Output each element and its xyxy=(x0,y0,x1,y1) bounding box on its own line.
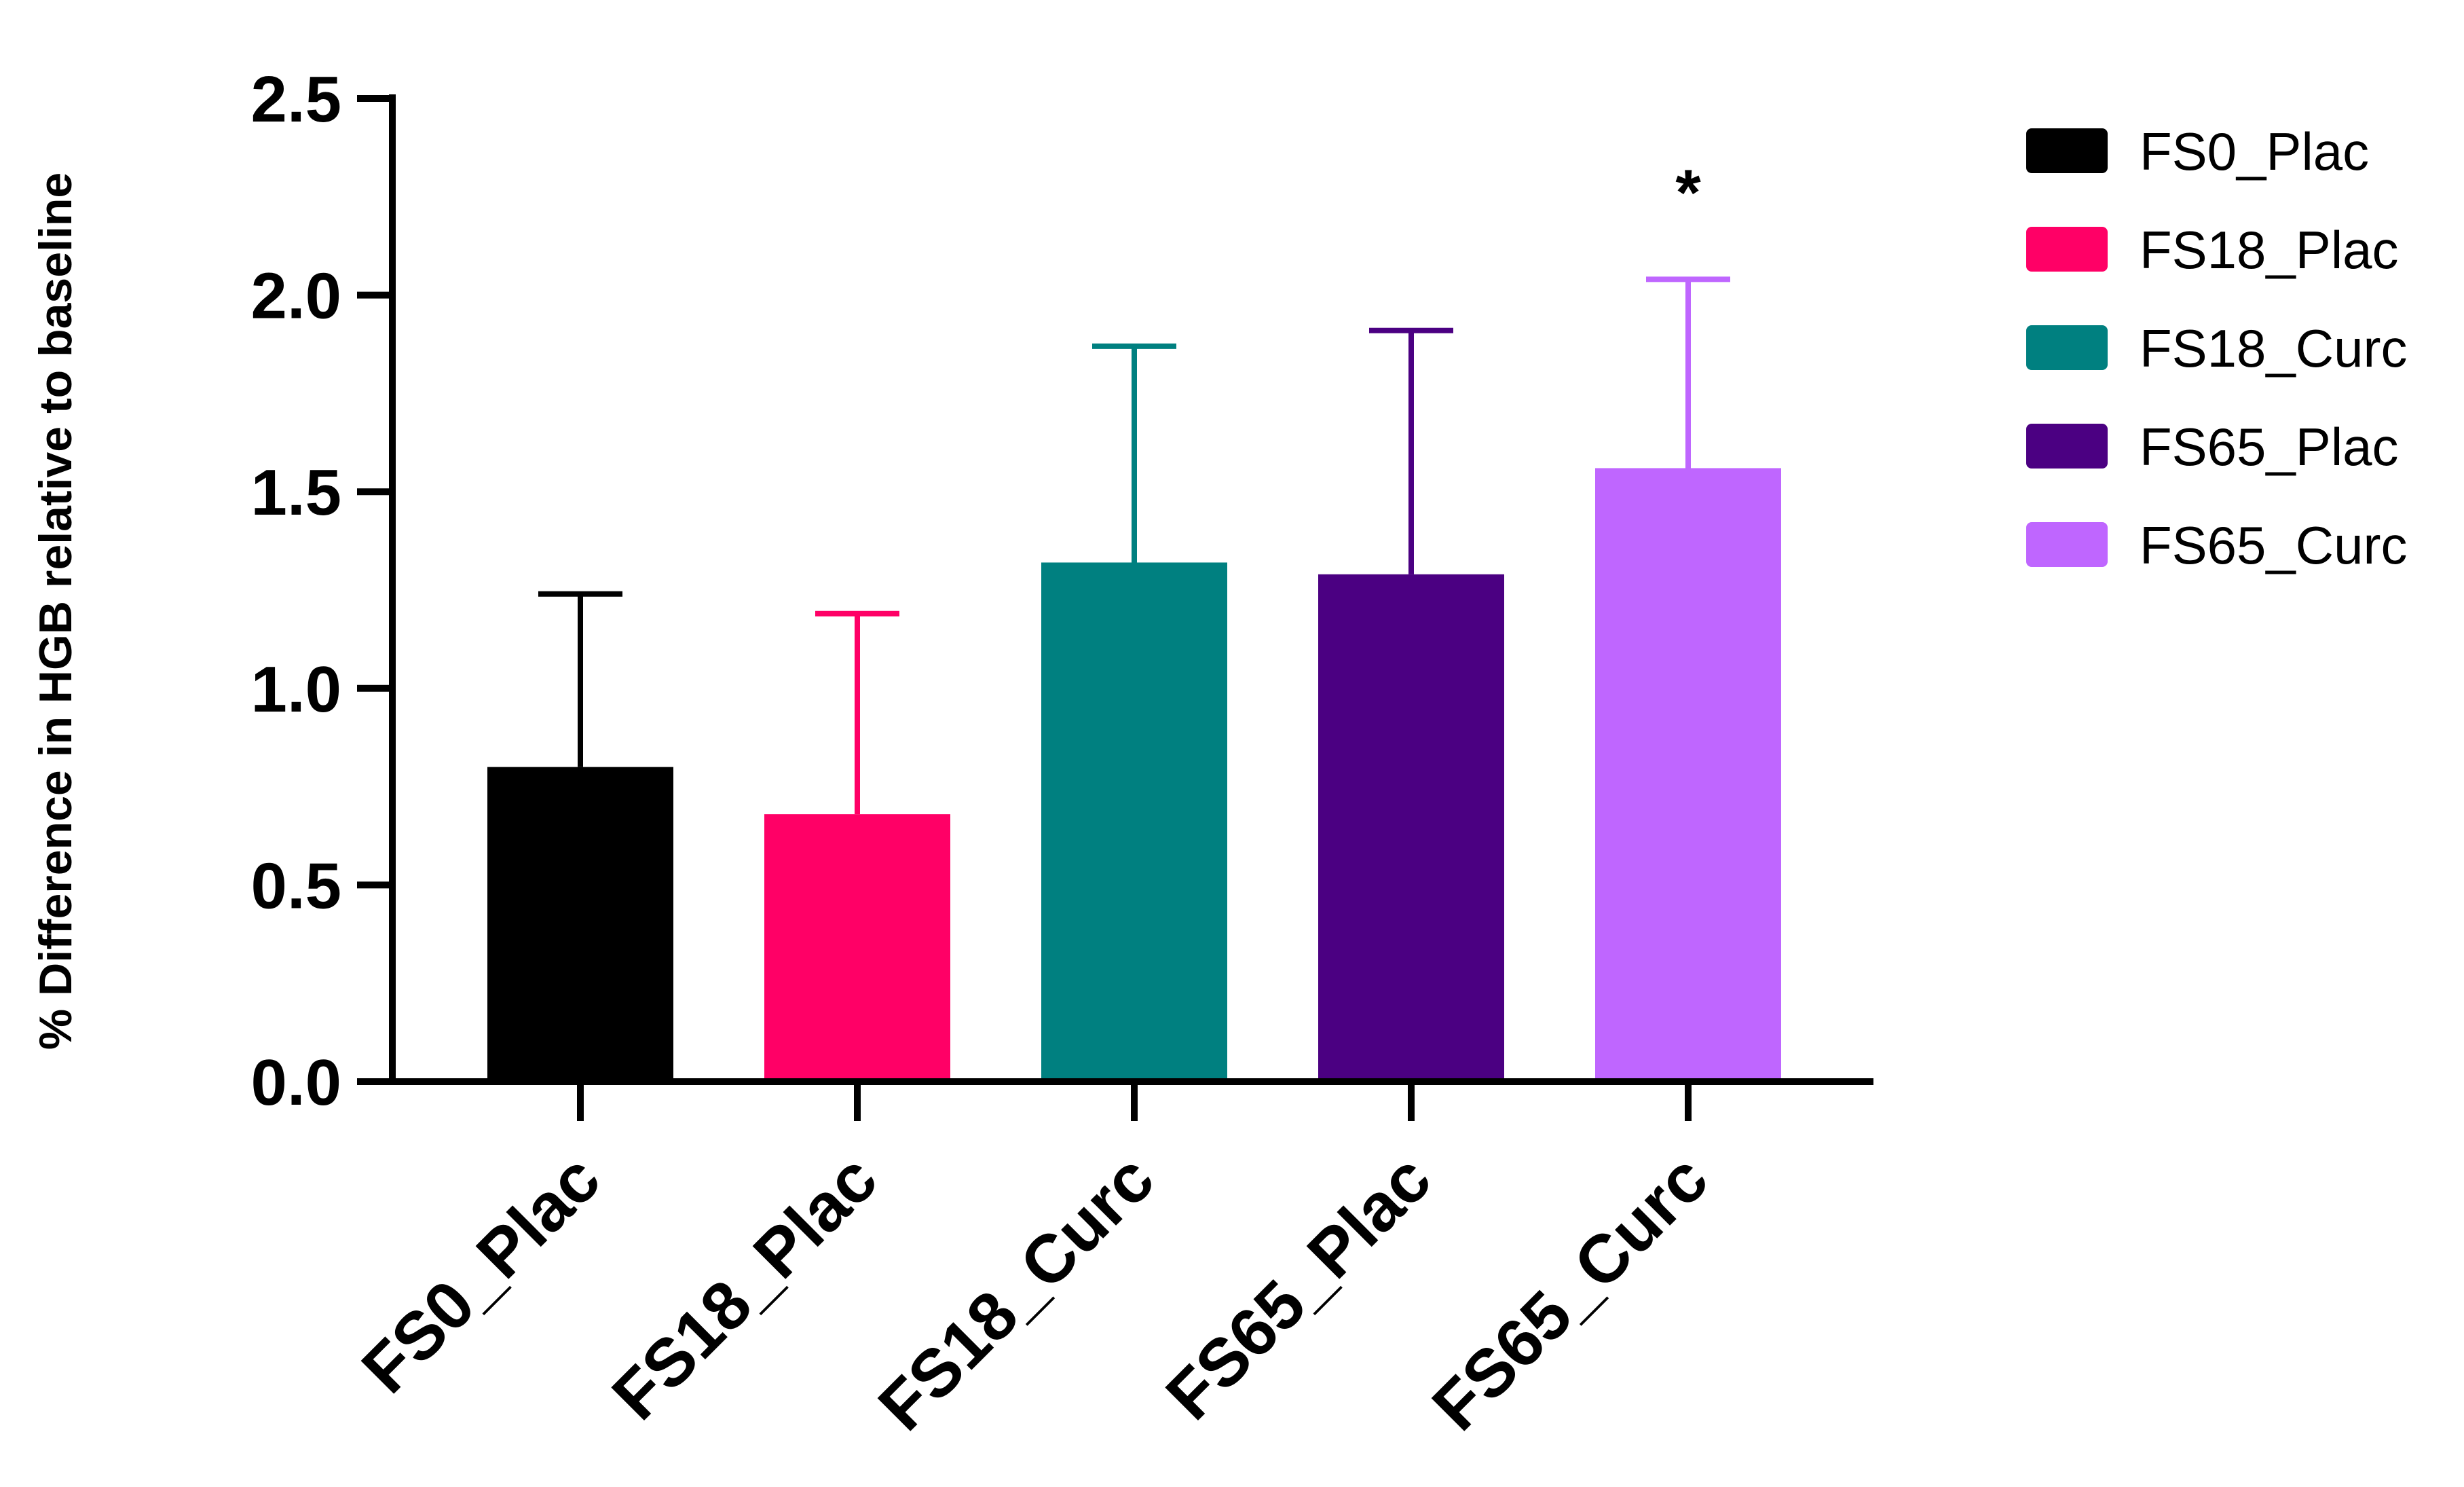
legend-label-5: FS65_Curc xyxy=(2140,515,2408,575)
y-tick-label-1: 0.5 xyxy=(251,849,341,922)
legend-swatch-4 xyxy=(2026,424,2108,469)
y-tick-label-2: 1.0 xyxy=(251,653,341,726)
bar-2 xyxy=(764,814,950,1082)
legend-swatch-1 xyxy=(2026,128,2108,173)
legend-swatch-3 xyxy=(2026,325,2108,370)
legend-label-1: FS0_Plac xyxy=(2140,122,2369,181)
legend-swatch-2 xyxy=(2026,227,2108,272)
y-axis-title: % Difference in HGB relative to baseline xyxy=(30,172,81,1050)
legend: FS0_Plac FS18_Plac FS18_Curc FS65_Plac FS65_… xyxy=(2026,122,2408,575)
legend-label-4: FS65_Plac xyxy=(2140,417,2399,477)
bar-3 xyxy=(1041,562,1227,1082)
bars-group: * xyxy=(487,156,1781,1082)
y-axis-title-group: % Difference in HGB relative to baseline xyxy=(30,172,81,1050)
x-tick-label-0: FS0_Plac xyxy=(348,1140,615,1408)
significance-marker: * xyxy=(1675,156,1701,229)
x-ticks-group: FS0_PlacFS18_PlacFS18_CurcFS65_PlacFS65_… xyxy=(348,1082,1723,1445)
x-tick-label-1: FS18_Plac xyxy=(598,1140,892,1434)
y-tick-label-3: 1.5 xyxy=(251,456,341,529)
y-tick-label-4: 2.0 xyxy=(251,260,341,333)
legend-label-3: FS18_Curc xyxy=(2140,318,2408,378)
y-tick-label-5: 2.5 xyxy=(251,63,341,136)
legend-swatch-5 xyxy=(2026,522,2108,567)
bar-4 xyxy=(1318,574,1504,1082)
bar-5 xyxy=(1595,468,1781,1082)
x-tick-label-3: FS65_Plac xyxy=(1152,1140,1446,1434)
bar-1 xyxy=(487,767,673,1082)
y-tick-label-0: 0.0 xyxy=(251,1046,341,1119)
x-tick-label-2: FS18_Curc xyxy=(864,1140,1169,1445)
y-ticks-group: 0.0 0.5 1.0 1.5 2.0 2.5 xyxy=(251,63,392,1119)
x-tick-label-4: FS65_Curc xyxy=(1418,1140,1723,1445)
legend-label-2: FS18_Plac xyxy=(2140,220,2399,280)
